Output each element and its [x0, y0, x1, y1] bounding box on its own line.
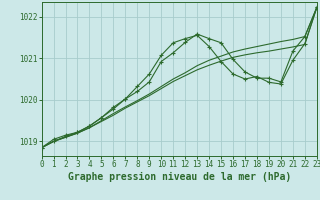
X-axis label: Graphe pression niveau de la mer (hPa): Graphe pression niveau de la mer (hPa) [68, 172, 291, 182]
